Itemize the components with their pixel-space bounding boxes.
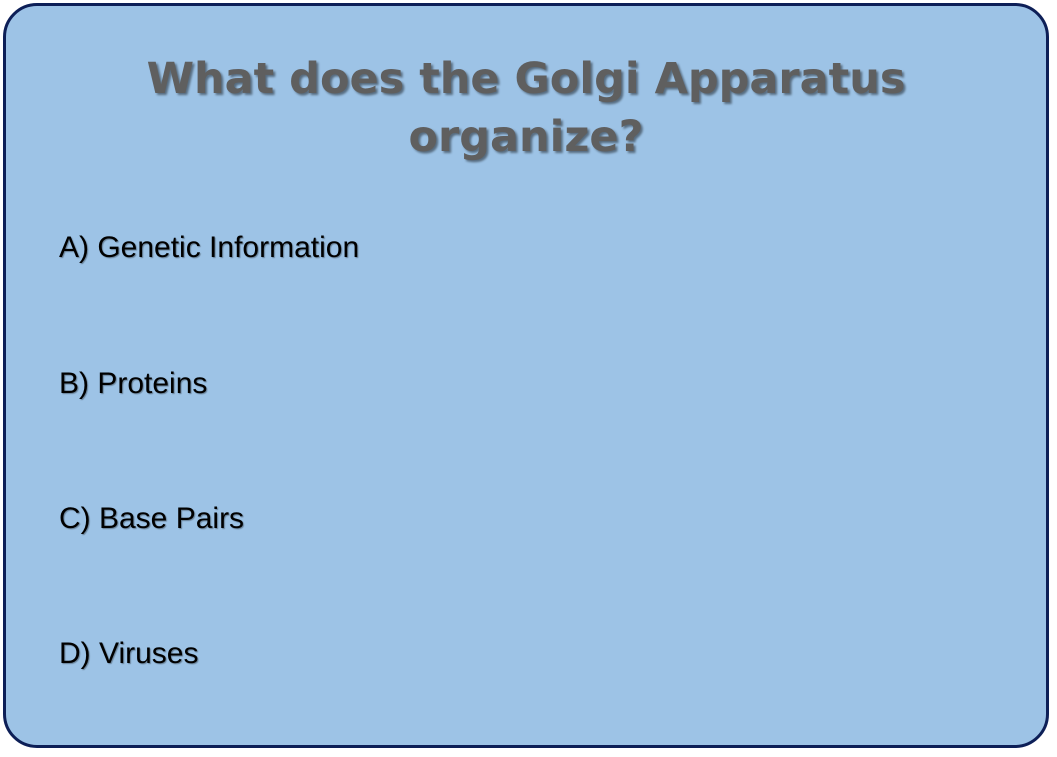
question-card: What does the Golgi Apparatus organize? … xyxy=(3,3,1049,748)
question-title: What does the Golgi Apparatus organize? xyxy=(6,50,1046,166)
answer-option-d[interactable]: D) Viruses xyxy=(59,637,199,670)
answer-options-list: A) Genetic Information B) Proteins C) Ba… xyxy=(59,6,659,745)
answer-option-a[interactable]: A) Genetic Information xyxy=(59,231,360,264)
question-title-line2: organize? xyxy=(408,112,644,162)
answer-option-b[interactable]: B) Proteins xyxy=(59,367,208,400)
question-title-line1: What does the Golgi Apparatus xyxy=(146,54,906,104)
answer-option-c[interactable]: C) Base Pairs xyxy=(59,502,245,535)
